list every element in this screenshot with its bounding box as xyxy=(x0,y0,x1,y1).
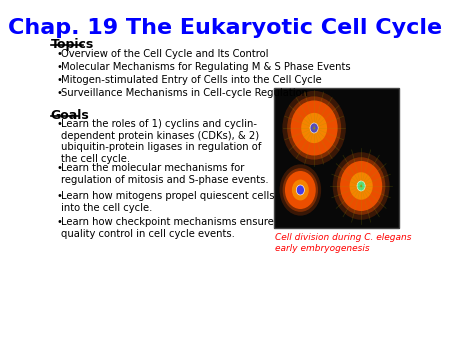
Text: •: • xyxy=(56,62,63,72)
Text: Learn the roles of 1) cyclins and cyclin-
dependent protein kinases (CDKs), & 2): Learn the roles of 1) cyclins and cyclin… xyxy=(61,119,262,164)
Text: •: • xyxy=(56,49,63,59)
Text: Topics: Topics xyxy=(51,38,94,51)
Text: •: • xyxy=(56,88,63,98)
Text: early embryogenesis: early embryogenesis xyxy=(275,244,370,253)
Ellipse shape xyxy=(301,113,327,143)
Ellipse shape xyxy=(287,96,341,160)
Ellipse shape xyxy=(337,157,385,215)
Text: Overview of the Cell Cycle and Its Control: Overview of the Cell Cycle and Its Contr… xyxy=(61,49,269,59)
Ellipse shape xyxy=(285,171,316,209)
Circle shape xyxy=(357,181,365,191)
Ellipse shape xyxy=(333,152,390,220)
Text: •: • xyxy=(56,163,63,173)
Text: •: • xyxy=(56,191,63,201)
Text: Learn how checkpoint mechanisms ensure
quality control in cell cycle events.: Learn how checkpoint mechanisms ensure q… xyxy=(61,217,274,239)
Ellipse shape xyxy=(340,161,382,211)
Text: Learn the molecular mechanisms for
regulation of mitosis and S-phase events.: Learn the molecular mechanisms for regul… xyxy=(61,163,269,185)
Circle shape xyxy=(310,123,318,133)
Ellipse shape xyxy=(291,100,338,155)
FancyBboxPatch shape xyxy=(274,88,399,228)
Text: Molecular Mechanisms for Regulating M & S Phase Events: Molecular Mechanisms for Regulating M & … xyxy=(61,62,351,72)
Text: •: • xyxy=(56,75,63,85)
Circle shape xyxy=(296,185,304,195)
Text: Cell division during C. elegans: Cell division during C. elegans xyxy=(275,233,412,242)
Ellipse shape xyxy=(283,168,318,212)
Ellipse shape xyxy=(279,164,321,216)
Ellipse shape xyxy=(283,91,346,165)
Text: Mitogen-stimulated Entry of Cells into the Cell Cycle: Mitogen-stimulated Entry of Cells into t… xyxy=(61,75,322,85)
Ellipse shape xyxy=(292,179,309,200)
Text: Surveillance Mechanisms in Cell-cycle Regulation: Surveillance Mechanisms in Cell-cycle Re… xyxy=(61,88,308,98)
Text: Goals: Goals xyxy=(51,109,90,122)
Ellipse shape xyxy=(350,172,373,200)
Text: Chap. 19 The Eukaryotic Cell Cycle: Chap. 19 The Eukaryotic Cell Cycle xyxy=(8,18,442,38)
Text: •: • xyxy=(56,119,63,129)
Text: Learn how mitogens propel quiescent cells
into the cell cycle.: Learn how mitogens propel quiescent cell… xyxy=(61,191,275,213)
Text: •: • xyxy=(56,217,63,227)
